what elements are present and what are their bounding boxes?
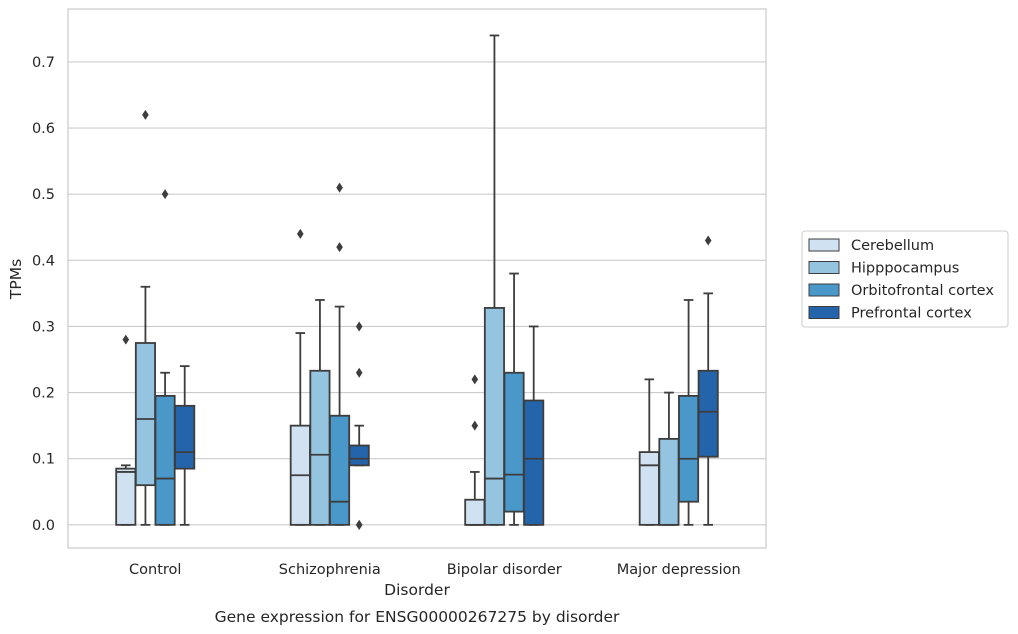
- legend-entry: Cerebellum: [851, 238, 934, 254]
- box-cerebellum: [638, 378, 660, 526]
- box-hipppocampus: [658, 391, 680, 526]
- outlier-marker: [355, 321, 363, 332]
- box-iqr: [348, 444, 370, 467]
- legend-frame: [801, 230, 1009, 328]
- y-tick-label: 0.2: [32, 386, 55, 402]
- box-iqr: [134, 342, 156, 487]
- legend-swatch: [808, 238, 840, 252]
- box-orbitofrontal-cortex: [503, 272, 525, 526]
- chart-caption: Gene expression for ENSG00000267275 by d…: [215, 608, 620, 626]
- outlier-marker: [336, 182, 343, 193]
- box-iqr: [638, 451, 660, 526]
- outlier-marker: [142, 109, 149, 120]
- box-hipppocampus: [134, 109, 156, 526]
- y-tick-label: 0.4: [32, 253, 55, 269]
- box-iqr: [523, 399, 545, 526]
- box-prefrontal-cortex: [697, 235, 719, 526]
- box-prefrontal-cortex: [348, 321, 370, 530]
- box-iqr: [464, 498, 486, 526]
- outlier-marker: [471, 420, 479, 431]
- box-plots: [115, 34, 719, 530]
- outlier-marker: [161, 189, 169, 200]
- box-cerebellum: [289, 228, 311, 526]
- x-tick-label: Schizophrenia: [279, 562, 381, 578]
- box-iqr: [329, 414, 351, 526]
- y-tick-label: 0.7: [32, 55, 55, 71]
- box-prefrontal-cortex: [523, 325, 545, 526]
- box-iqr: [503, 371, 525, 513]
- y-tick-label: 0.0: [32, 518, 55, 534]
- box-hipppocampus: [309, 299, 331, 526]
- box-iqr: [697, 369, 719, 458]
- box-prefrontal-cortex: [174, 365, 196, 526]
- outlier-marker: [355, 367, 363, 378]
- box-hipppocampus: [483, 34, 505, 526]
- legend-entry: Hipppocampus: [851, 261, 959, 277]
- box-iqr: [309, 369, 331, 526]
- y-tick-label: 0.1: [32, 452, 55, 468]
- y-axis-label: TPMs: [7, 259, 25, 300]
- box-orbitofrontal-cortex: [154, 189, 176, 526]
- box-cerebellum: [464, 374, 486, 526]
- box-iqr: [658, 437, 680, 526]
- x-tick-label: Bipolar disorder: [447, 562, 562, 578]
- box-orbitofrontal-cortex: [329, 182, 351, 526]
- y-axis-ticks: 0.0 0.1 0.2 0.3 0.4 0.5 0.6 0.7: [32, 55, 55, 534]
- box-iqr: [483, 307, 505, 526]
- outlier-marker: [297, 228, 304, 239]
- box-iqr: [154, 394, 176, 526]
- legend-swatch: [808, 283, 840, 297]
- legend-entry: Orbitofrontal cortex: [851, 283, 994, 299]
- x-axis-label: Disorder: [384, 581, 450, 599]
- legend-swatch: [808, 261, 840, 274]
- outlier-marker: [122, 334, 130, 345]
- outlier-marker: [704, 235, 712, 246]
- box-iqr: [115, 467, 137, 526]
- x-tick-label: Major depression: [617, 562, 741, 578]
- box-cerebellum: [115, 334, 137, 526]
- x-axis-ticks: Control Schizophrenia Bipolar disorder Majo…: [129, 562, 741, 578]
- y-tick-label: 0.3: [32, 319, 55, 335]
- y-tick-label: 0.5: [32, 187, 55, 203]
- outlier-marker: [336, 242, 343, 253]
- y-tick-label: 0.6: [32, 121, 55, 137]
- box-orbitofrontal-cortex: [678, 299, 700, 526]
- legend: Cerebellum Hipppocampus Orbitofrontal cort…: [801, 230, 1009, 328]
- box-iqr: [174, 404, 196, 470]
- outlier-marker: [471, 374, 479, 385]
- box-iqr: [678, 394, 700, 503]
- legend-swatch: [808, 306, 840, 319]
- x-tick-label: Control: [129, 562, 181, 578]
- outlier-marker: [355, 519, 363, 530]
- plot-frame: [67, 8, 767, 549]
- legend-entry: Prefrontal cortex: [851, 306, 972, 322]
